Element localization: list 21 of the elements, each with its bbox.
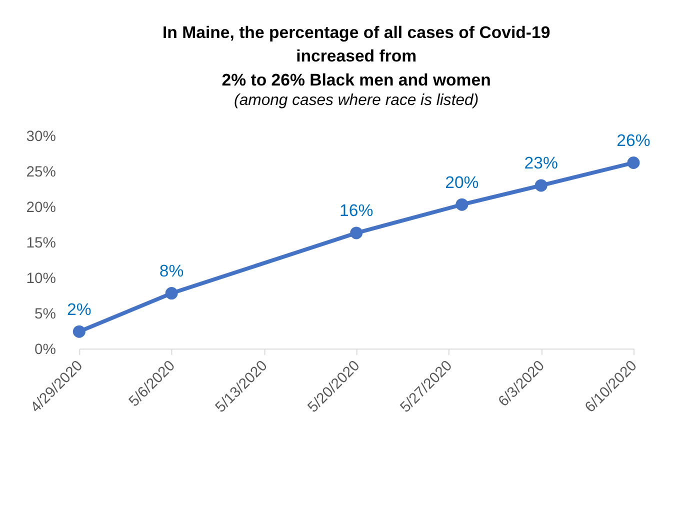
- point: [456, 198, 468, 211]
- data-label: 2%: [67, 300, 92, 319]
- data-label: 26%: [616, 130, 650, 150]
- y-tick-label: 0%: [34, 342, 56, 358]
- point: [165, 287, 178, 300]
- data-label: 20%: [445, 172, 479, 192]
- data-label: 8%: [159, 261, 184, 280]
- y-tick-label: 25%: [26, 164, 56, 181]
- point: [627, 156, 640, 170]
- data-label: 16%: [340, 201, 374, 220]
- point: [72, 325, 86, 338]
- y-tick-label: 30%: [26, 129, 56, 146]
- point: [350, 226, 363, 240]
- chart-subtitle: (among cases where race is listed): [234, 92, 479, 110]
- y-tick-label: 15%: [26, 236, 56, 252]
- y-tick-label: 10%: [26, 271, 56, 288]
- y-tick-label: 5%: [34, 306, 56, 323]
- data-label: 23%: [524, 154, 558, 173]
- y-tick-label: 20%: [26, 200, 56, 216]
- point: [534, 179, 548, 192]
- chart-title: In Maine, the percentage of all cases of Covid-19 increased from 2% to 26% Black men and women: [162, 22, 550, 90]
